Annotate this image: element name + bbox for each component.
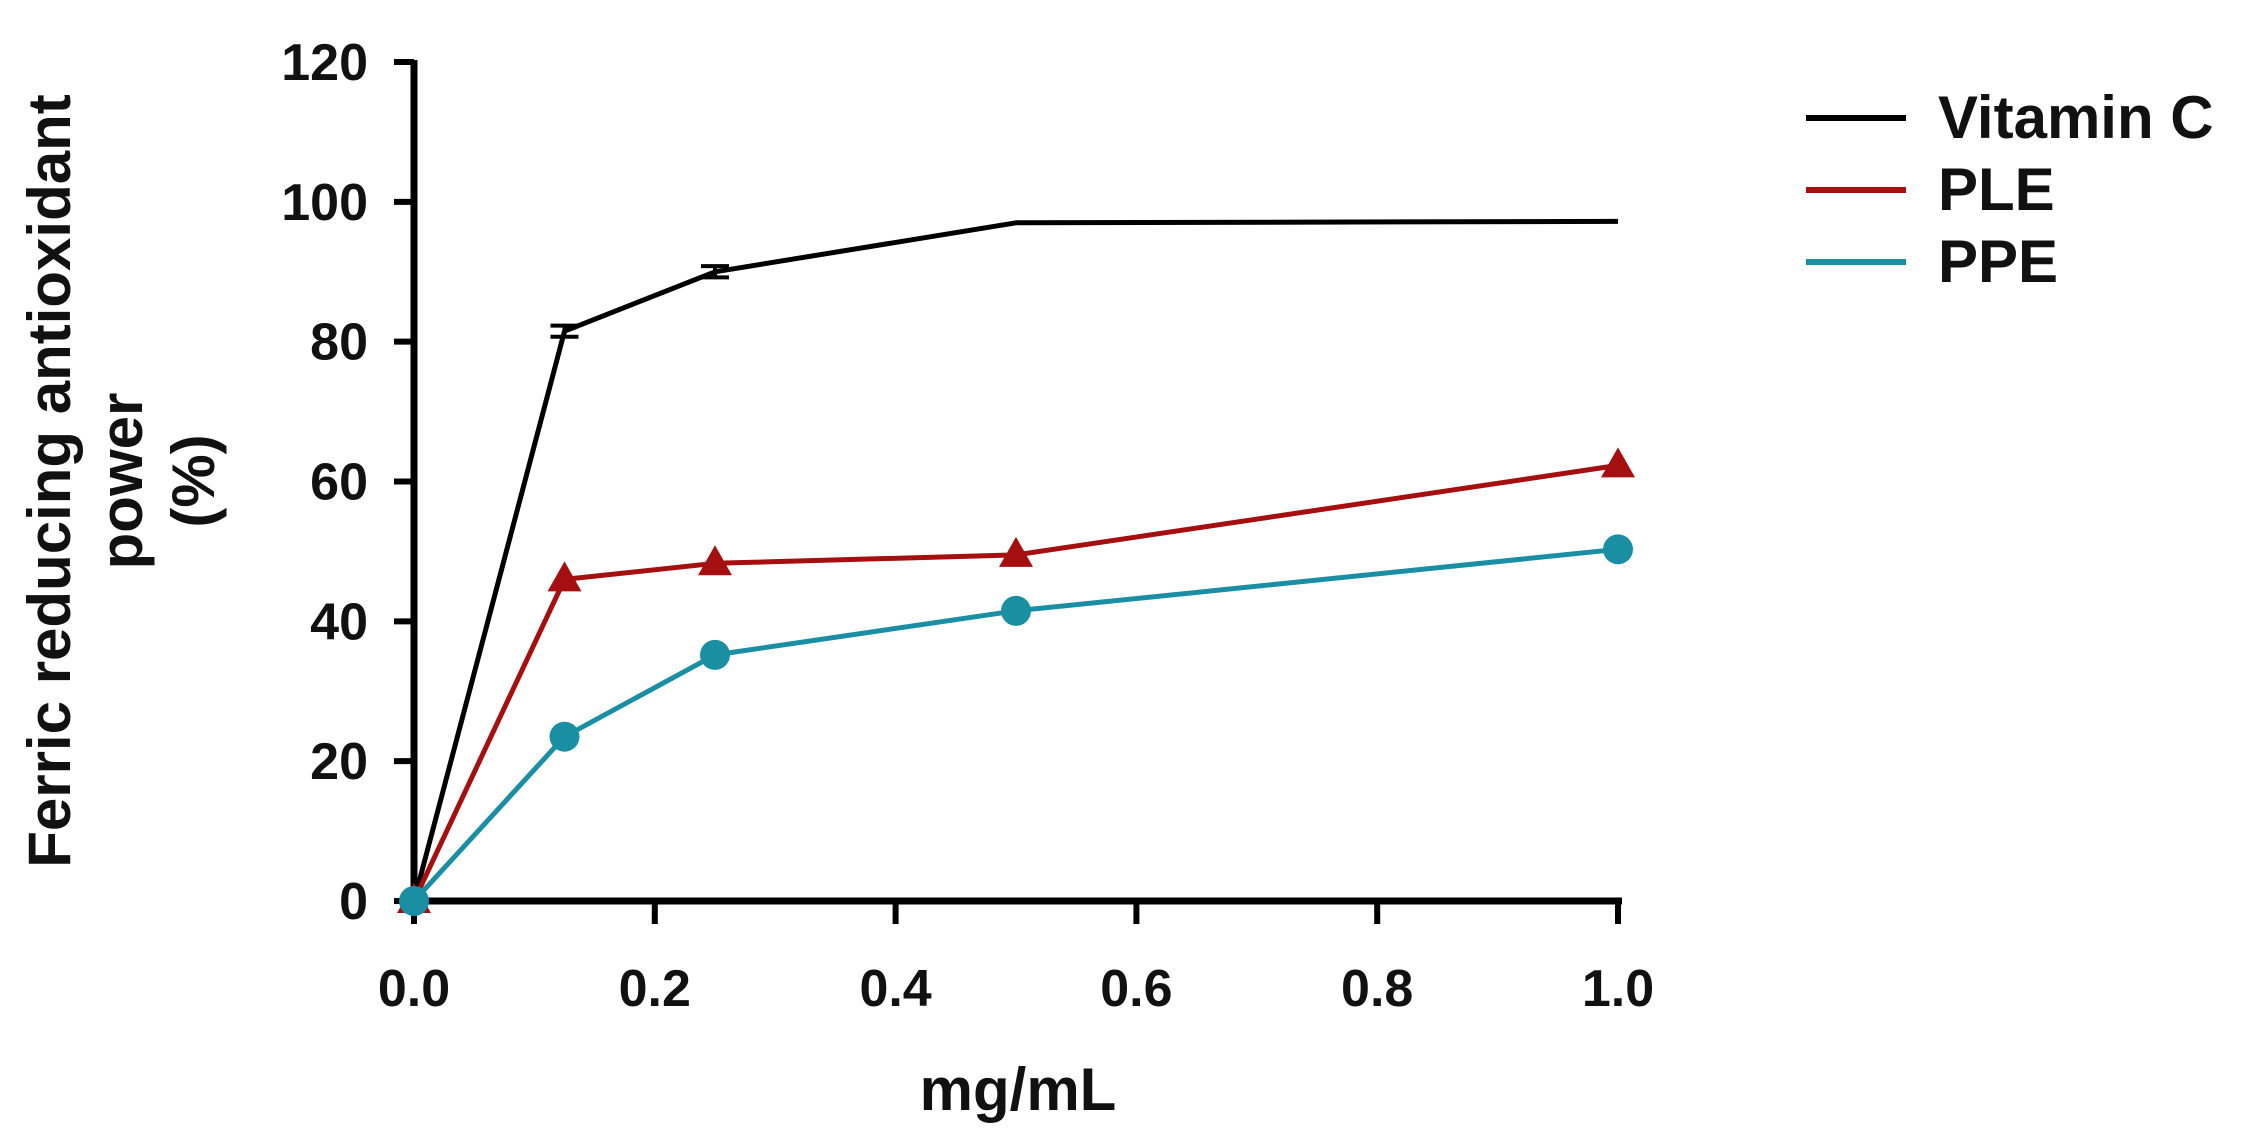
x-tick-label-0.2: 0.2 (619, 960, 691, 1018)
point-ppe-3 (1001, 595, 1031, 626)
point-ple-1 (547, 561, 582, 592)
legend-label-ple: PLE (1938, 156, 2055, 223)
y-axis-title-line-2: power (88, 393, 155, 570)
y-axis-title-line-1: Ferric reducing antioxidant (16, 94, 83, 867)
y-tick-label-40: 40 (310, 593, 368, 651)
series (397, 218, 1635, 916)
x-tick-label-0.8: 0.8 (1341, 960, 1413, 1018)
y-tick-label-0: 0 (339, 873, 368, 931)
y-tick-label-60: 60 (310, 454, 368, 512)
legend-label-vitamin-c: Vitamin C (1938, 84, 2214, 151)
x-tick-label-0.0: 0.0 (378, 960, 450, 1018)
point-ple-2 (698, 545, 732, 576)
ticks: 0 20 40 60 80 100 120 0.0 0.2 0.4 0.6 0.8 1.0 (281, 34, 1654, 1018)
x-tick-label-0.6: 0.6 (1100, 960, 1172, 1018)
y-axis-title: Ferric reducing antioxidant power (%) (16, 94, 227, 867)
series-ple (397, 447, 1635, 913)
series-line-ple (411, 462, 1619, 903)
axes (410, 60, 1622, 905)
point-ppe-4 (1603, 534, 1633, 565)
point-ppe-0 (399, 886, 429, 916)
x-tick-label-1.0: 1.0 (1582, 960, 1654, 1018)
y-tick-label-100: 100 (281, 174, 368, 232)
point-ple-3 (999, 536, 1033, 567)
point-ppe-1 (549, 721, 580, 752)
point-ple-4 (1601, 447, 1635, 478)
series-ppe (399, 534, 1633, 916)
y-tick-label-20: 20 (310, 733, 368, 791)
x-tick-label-0.4: 0.4 (859, 960, 931, 1018)
y-tick-label-120: 120 (281, 34, 368, 92)
legend: Vitamin C PLE PPE (1806, 84, 2214, 295)
point-ppe-2 (700, 639, 730, 670)
series-vitamin-c (411, 218, 1619, 902)
x-axis-title: mg/mL (920, 1056, 1117, 1123)
y-axis-title-line-3: (%) (160, 434, 227, 527)
legend-label-ppe: PPE (1938, 228, 2058, 295)
y-tick-label-80: 80 (310, 314, 368, 372)
